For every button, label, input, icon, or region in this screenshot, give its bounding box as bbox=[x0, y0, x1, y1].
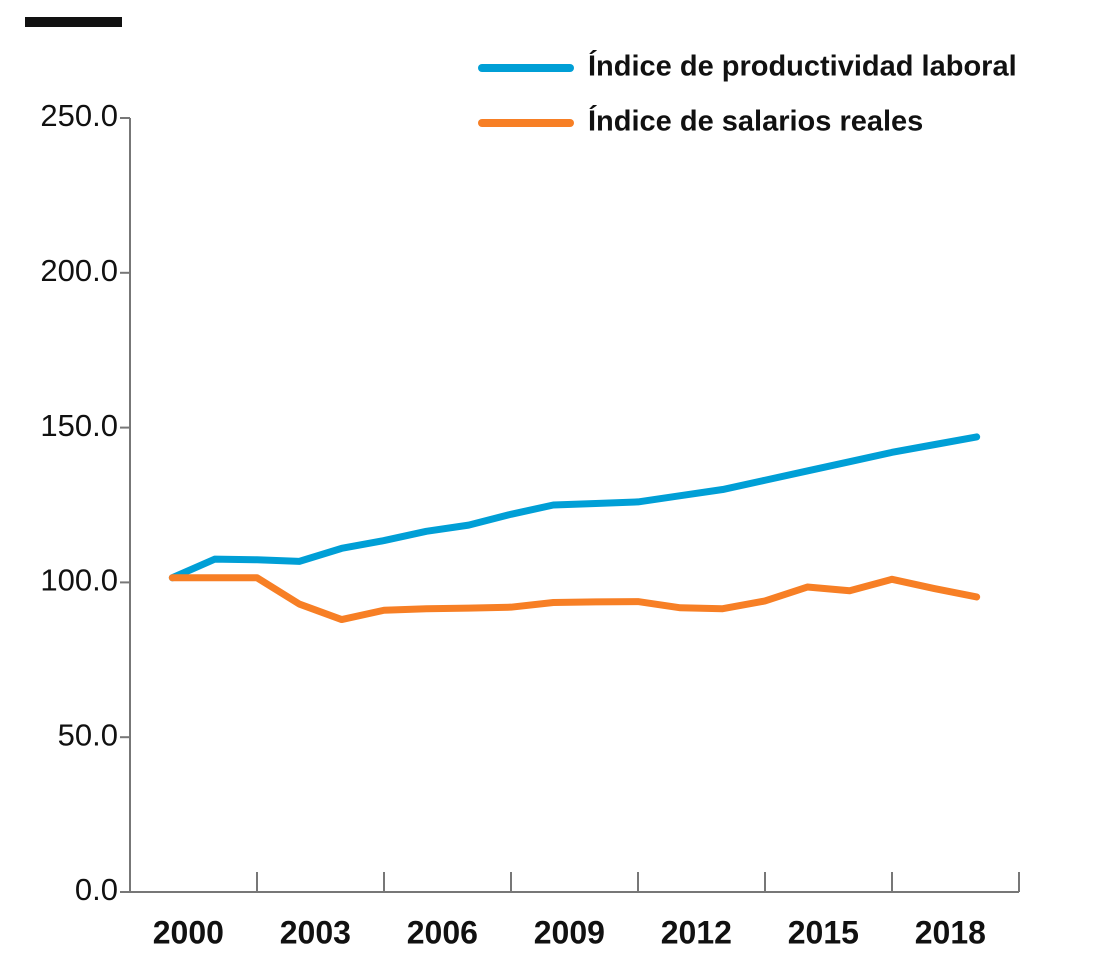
x-tick-label: 2015 bbox=[788, 914, 859, 950]
x-tick-label: 2000 bbox=[153, 914, 224, 950]
y-tick-label: 250.0 bbox=[40, 98, 118, 133]
y-tick-label: 200.0 bbox=[40, 253, 118, 288]
legend-label: Índice de salarios reales bbox=[588, 104, 923, 138]
y-tick-label: 150.0 bbox=[40, 408, 118, 443]
line-series bbox=[168, 574, 981, 624]
x-tick-label: 2006 bbox=[407, 914, 478, 950]
x-tick-label: 2018 bbox=[915, 914, 986, 950]
y-tick-label: 0.0 bbox=[75, 872, 118, 907]
decor-bar bbox=[25, 17, 122, 27]
x-tick-label: 2003 bbox=[280, 914, 351, 950]
x-tick-label: 2009 bbox=[534, 914, 605, 950]
legend-label: Índice de productividad laboral bbox=[588, 49, 1017, 83]
y-tick-label: 100.0 bbox=[40, 563, 118, 598]
line-series bbox=[168, 433, 981, 582]
y-tick-label: 50.0 bbox=[58, 717, 118, 752]
x-tick-label: 2012 bbox=[661, 914, 732, 950]
